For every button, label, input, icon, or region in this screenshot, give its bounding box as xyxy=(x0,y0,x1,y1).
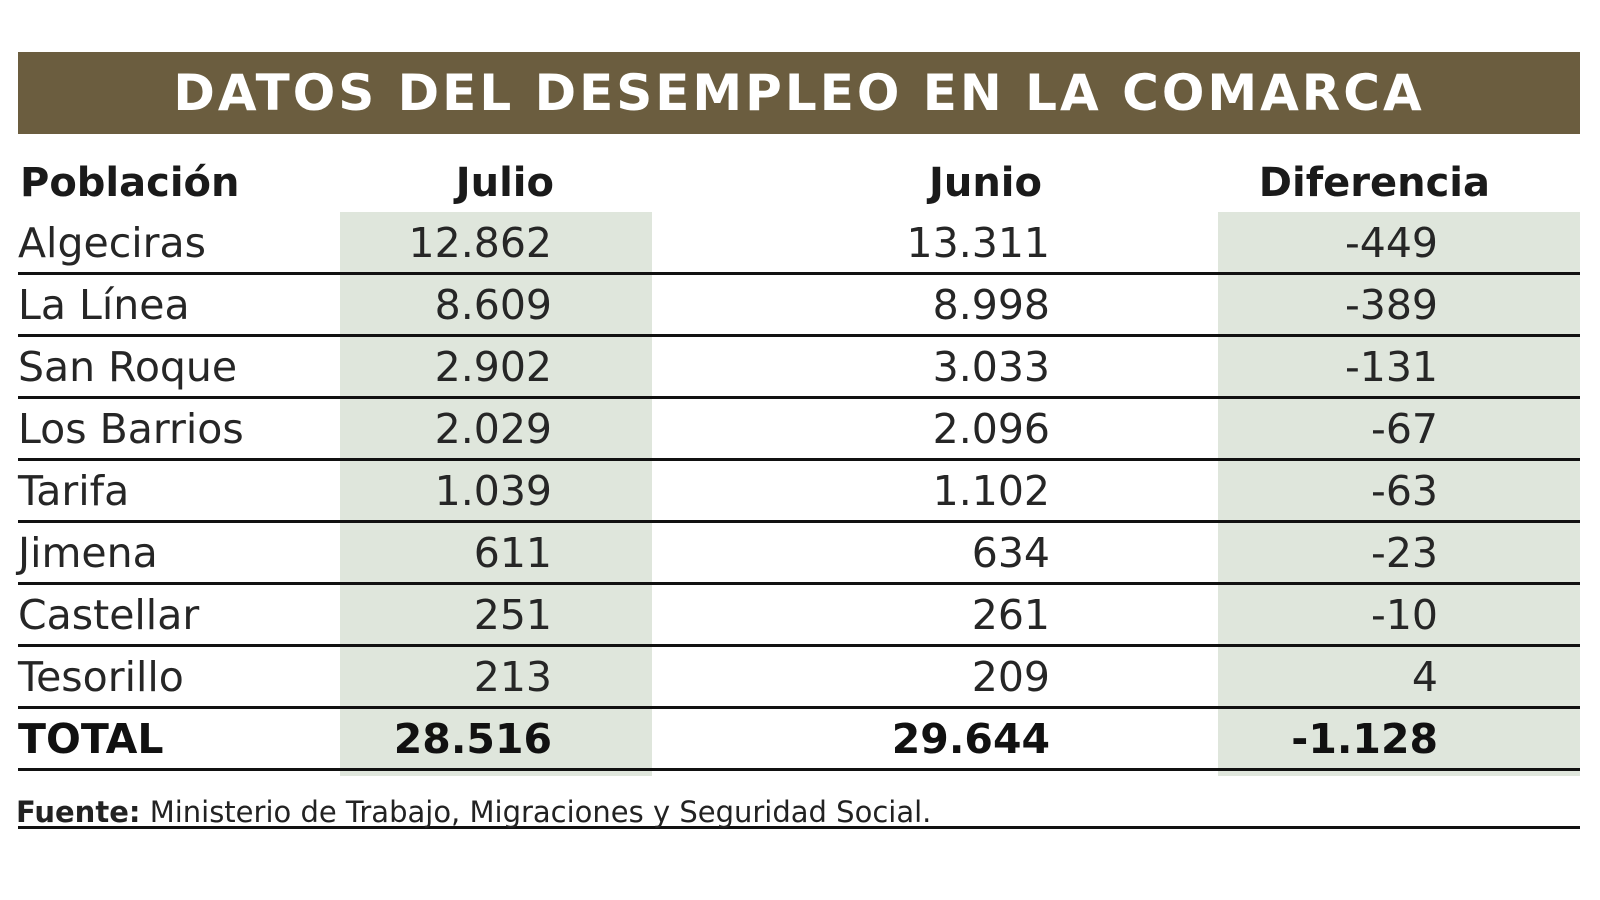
row-divider xyxy=(18,520,1580,523)
cell-junio: 634 xyxy=(971,529,1050,577)
cell-julio: 213 xyxy=(473,653,552,701)
cell-junio: 1.102 xyxy=(932,467,1050,515)
cell-julio: 251 xyxy=(473,591,552,639)
cell-poblacion: La Línea xyxy=(18,281,190,329)
row-divider xyxy=(18,706,1580,709)
row-divider xyxy=(18,396,1580,399)
table-row: Algeciras 12.862 13.311 -449 xyxy=(0,212,1600,274)
cell-poblacion: Tesorillo xyxy=(18,653,184,701)
total-poblacion: TOTAL xyxy=(18,715,164,763)
cell-junio: 8.998 xyxy=(932,281,1050,329)
cell-poblacion: San Roque xyxy=(18,343,238,391)
cell-diferencia: -389 xyxy=(1344,281,1438,329)
table-row: La Línea 8.609 8.998 -389 xyxy=(0,274,1600,336)
total-julio: 28.516 xyxy=(393,715,552,763)
cell-junio: 3.033 xyxy=(932,343,1050,391)
total-diferencia: -1.128 xyxy=(1291,715,1438,763)
cell-junio: 13.311 xyxy=(906,219,1050,267)
total-junio: 29.644 xyxy=(891,715,1050,763)
row-divider xyxy=(18,334,1580,337)
cell-julio: 12.862 xyxy=(408,219,552,267)
row-divider xyxy=(18,582,1580,585)
cell-poblacion: Castellar xyxy=(18,591,200,639)
cell-diferencia: -131 xyxy=(1344,343,1438,391)
cell-diferencia: 4 xyxy=(1411,653,1438,701)
header-junio: Junio xyxy=(928,160,1042,206)
cell-diferencia: -449 xyxy=(1344,219,1438,267)
cell-diferencia: -63 xyxy=(1371,467,1438,515)
cell-julio: 1.039 xyxy=(434,467,552,515)
table-row: Tarifa 1.039 1.102 -63 xyxy=(0,460,1600,522)
cell-julio: 2.029 xyxy=(434,405,552,453)
diferencia-column-highlight xyxy=(1218,212,1580,776)
table-row: Tesorillo 213 209 4 xyxy=(0,646,1600,708)
cell-junio: 2.096 xyxy=(932,405,1050,453)
row-divider xyxy=(18,458,1580,461)
cell-julio: 611 xyxy=(473,529,552,577)
source-text: Ministerio de Trabajo, Migraciones y Seg… xyxy=(149,795,932,829)
table-row: Jimena 611 634 -23 xyxy=(0,522,1600,584)
julio-column-highlight xyxy=(340,212,652,776)
table-row: San Roque 2.902 3.033 -131 xyxy=(0,336,1600,398)
table-row: Castellar 251 261 -10 xyxy=(0,584,1600,646)
row-divider xyxy=(18,272,1580,275)
source-label: Fuente: xyxy=(16,795,141,829)
source-note: Fuente: Ministerio de Trabajo, Migracion… xyxy=(16,792,931,832)
total-row: TOTAL 28.516 29.644 -1.128 xyxy=(0,708,1600,770)
footer-rule xyxy=(18,826,1580,829)
cell-julio: 8.609 xyxy=(434,281,552,329)
cell-junio: 209 xyxy=(971,653,1050,701)
cell-diferencia: -23 xyxy=(1371,529,1438,577)
header-julio: Julio xyxy=(455,160,554,206)
row-divider xyxy=(18,644,1580,647)
cell-poblacion: Jimena xyxy=(18,529,158,577)
cell-julio: 2.902 xyxy=(434,343,552,391)
header-poblacion: Población xyxy=(20,160,240,206)
cell-diferencia: -10 xyxy=(1371,591,1438,639)
table-row: Los Barrios 2.029 2.096 -67 xyxy=(0,398,1600,460)
header-diferencia: Diferencia xyxy=(1258,160,1490,206)
cell-poblacion: Algeciras xyxy=(18,219,206,267)
title-banner: DATOS DEL DESEMPLEO EN LA COMARCA xyxy=(18,52,1580,134)
cell-poblacion: Tarifa xyxy=(18,467,130,515)
cell-diferencia: -67 xyxy=(1371,405,1438,453)
table-title: DATOS DEL DESEMPLEO EN LA COMARCA xyxy=(173,64,1425,122)
row-divider xyxy=(18,768,1580,771)
cell-junio: 261 xyxy=(971,591,1050,639)
cell-poblacion: Los Barrios xyxy=(18,405,244,453)
